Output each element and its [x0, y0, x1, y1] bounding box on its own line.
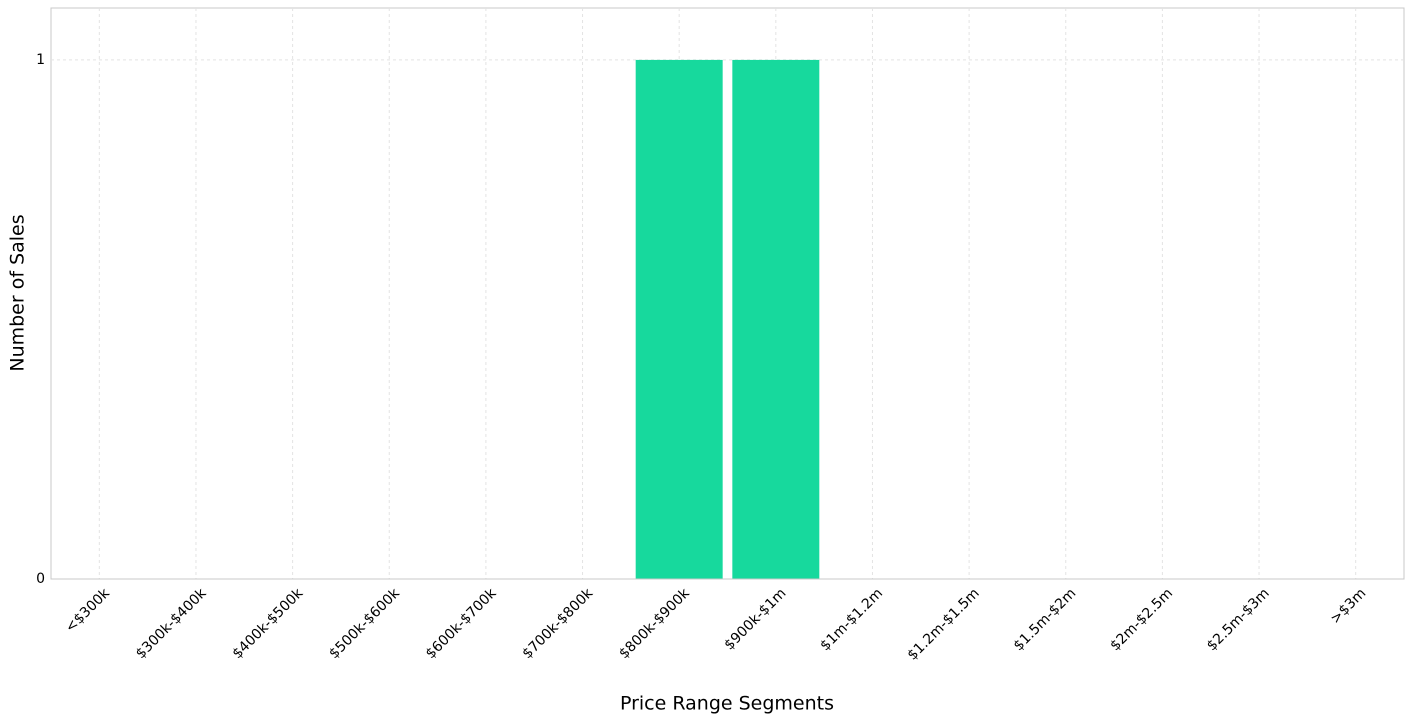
y-tick-label: 1	[36, 52, 45, 68]
x-tick-label: $600k-$700k	[423, 585, 500, 662]
x-tick-label: $2m-$2.5m	[1107, 585, 1176, 654]
bar	[635, 59, 723, 579]
x-tick-label: $800k-$900k	[616, 585, 693, 662]
y-tick-label: 0	[36, 571, 45, 587]
x-tick-label: $1.5m-$2m	[1011, 585, 1080, 654]
x-tick-label: $1.2m-$1.5m	[905, 585, 983, 663]
x-tick-label: >$3m	[1327, 585, 1369, 627]
plot-frame	[50, 7, 1405, 580]
y-axis-title: Number of Sales	[7, 214, 29, 371]
x-tick-label: <$300k	[62, 585, 113, 636]
x-tick-label: $300k-$400k	[133, 585, 210, 662]
x-tick-label: $400k-$500k	[230, 585, 307, 662]
x-axis-title: Price Range Segments	[620, 693, 834, 715]
x-tick-label: $1m-$1.2m	[817, 585, 886, 654]
x-tick-label: $900k-$1m	[721, 585, 789, 653]
x-tick-label: $700k-$800k	[519, 585, 596, 662]
x-tick-label: $500k-$600k	[326, 585, 403, 662]
x-tick-label: $2.5m-$3m	[1204, 585, 1273, 654]
bar	[732, 59, 820, 579]
